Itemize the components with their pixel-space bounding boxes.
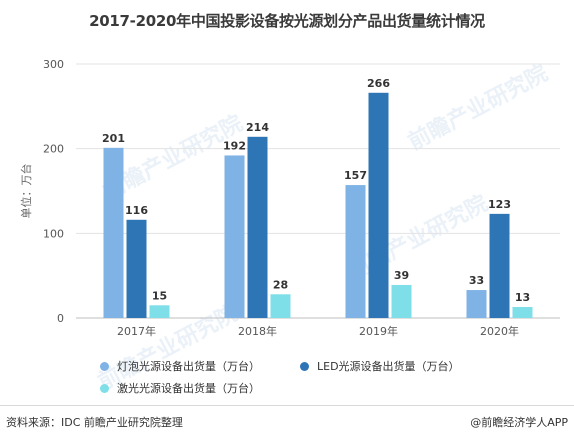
y-axis-label: 单位：万台 xyxy=(19,164,33,219)
legend-item: 激光光源设备出货量（万台） xyxy=(100,380,300,396)
bar xyxy=(368,92,389,318)
data-label: 28 xyxy=(273,278,288,291)
data-label: 39 xyxy=(394,269,409,282)
data-label: 157 xyxy=(344,169,367,182)
bar xyxy=(247,136,268,318)
chart-legend: 灯泡光源设备出货量（万台） LED光源设备出货量（万台） 激光光源设备出货量（万台） xyxy=(100,358,500,396)
footer: 资料来源：IDC 前瞻产业研究院整理 @前瞻经济学人APP xyxy=(0,405,574,441)
bar xyxy=(270,294,291,318)
source-text: 资料来源：IDC 前瞻产业研究院整理 xyxy=(6,416,183,429)
data-label: 13 xyxy=(515,291,530,304)
y-tick-label: 100 xyxy=(43,227,64,240)
data-label: 33 xyxy=(469,274,484,287)
data-label: 266 xyxy=(367,77,390,90)
x-tick-label: 2019年 xyxy=(359,324,398,338)
legend-swatch xyxy=(100,361,109,371)
legend-label: 激光光源设备出货量（万台） xyxy=(117,382,260,395)
bar xyxy=(103,147,124,318)
data-label: 214 xyxy=(246,121,269,134)
bar xyxy=(126,219,147,318)
bar xyxy=(149,305,170,318)
y-tick-label: 300 xyxy=(43,58,64,71)
bar xyxy=(512,306,533,318)
legend-item: 灯泡光源设备出货量（万台） xyxy=(100,358,300,374)
bar xyxy=(466,290,487,318)
legend-label: 灯泡光源设备出货量（万台） xyxy=(117,360,260,373)
data-label: 116 xyxy=(125,204,148,217)
legend-label: LED光源设备出货量（万台） xyxy=(317,360,460,373)
legend-swatch xyxy=(300,361,309,371)
chart-title: 2017-2020年中国投影设备按光源划分产品出货量统计情况 xyxy=(89,12,485,30)
data-label: 123 xyxy=(488,198,511,211)
y-tick-label: 0 xyxy=(57,312,64,325)
data-label: 201 xyxy=(102,132,125,145)
data-label: 15 xyxy=(152,289,167,302)
legend-item: LED光源设备出货量（万台） xyxy=(300,358,500,374)
bar xyxy=(345,185,366,318)
brand-text: @前瞻经济学人APP xyxy=(470,416,568,429)
x-tick-label: 2018年 xyxy=(238,324,277,338)
bar xyxy=(489,213,510,318)
bar xyxy=(391,284,412,318)
legend-swatch xyxy=(100,383,109,393)
bar xyxy=(224,155,245,318)
x-tick-label: 2020年 xyxy=(480,324,519,338)
y-tick-label: 200 xyxy=(43,143,64,156)
x-tick-label: 2017年 xyxy=(117,324,156,338)
data-label: 192 xyxy=(223,139,246,152)
